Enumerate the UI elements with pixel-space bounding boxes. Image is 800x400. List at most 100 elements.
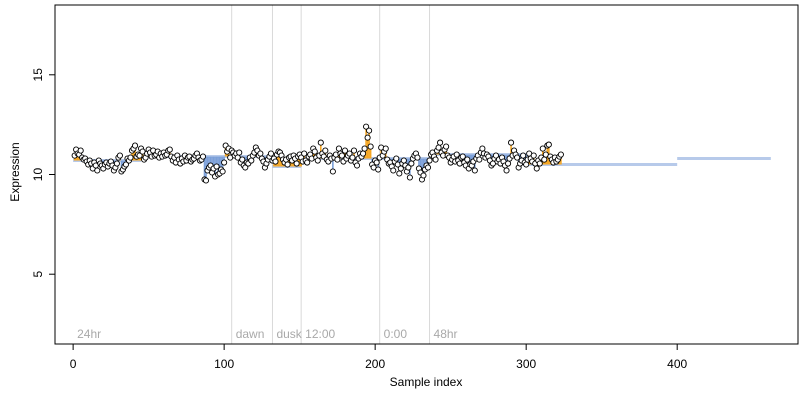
data-point	[272, 158, 279, 165]
data-point	[361, 145, 368, 152]
data-point	[492, 152, 500, 159]
data-point	[400, 157, 407, 164]
data-point	[166, 146, 173, 153]
data-point	[213, 163, 220, 170]
data-point	[373, 159, 380, 166]
data-point	[367, 143, 374, 150]
data-point	[311, 148, 318, 155]
data-point	[239, 156, 246, 163]
data-point	[349, 154, 356, 161]
data-point	[364, 134, 371, 141]
data-point	[508, 139, 515, 146]
data-point	[523, 161, 530, 168]
data-point	[471, 167, 478, 174]
annotation-lines	[231, 5, 431, 344]
data-point	[314, 157, 321, 164]
data-point	[476, 156, 483, 163]
y-tick-label: 10	[31, 168, 45, 182]
data-point	[396, 170, 403, 177]
data-point	[504, 160, 512, 167]
x-tick-label: 300	[516, 357, 536, 371]
data-point	[317, 139, 324, 146]
data-point	[335, 145, 342, 152]
data-point	[301, 150, 308, 157]
data-point	[435, 144, 442, 151]
data-point	[426, 157, 433, 164]
y-tick-label: 5	[31, 271, 45, 278]
annotation-label: 0:00	[384, 327, 408, 341]
data-point	[363, 123, 370, 130]
data-point	[221, 159, 228, 166]
x-axis-label: Sample index	[390, 375, 463, 389]
data-point	[453, 151, 460, 158]
x-tick-label: 200	[365, 357, 385, 371]
data-point	[375, 166, 382, 173]
data-point	[541, 156, 548, 163]
data-point	[479, 145, 486, 152]
x-tick-label: 400	[667, 357, 687, 371]
data-point	[284, 161, 291, 168]
data-point	[459, 153, 466, 160]
data-point	[503, 167, 510, 174]
data-point	[530, 152, 537, 159]
data-point	[539, 145, 546, 152]
data-point	[267, 150, 275, 157]
data-point	[346, 150, 353, 157]
data-point	[304, 159, 311, 166]
data-point	[408, 160, 415, 167]
data-point	[420, 172, 427, 179]
data-point	[406, 174, 413, 181]
data-point	[353, 162, 361, 169]
y-axis: 5 10 15	[31, 68, 56, 278]
data-point	[424, 164, 432, 171]
data-point	[443, 143, 450, 150]
plot-frame	[54, 4, 799, 345]
data-point	[322, 147, 329, 154]
data-point	[202, 177, 210, 184]
data-point	[293, 160, 300, 167]
data-point	[122, 161, 130, 168]
data-point	[390, 167, 397, 174]
data-point	[116, 152, 123, 159]
data-point	[366, 127, 373, 134]
data-point	[360, 150, 367, 157]
data-point	[557, 151, 564, 158]
x-tick-label: 0	[70, 357, 77, 371]
y-axis-label: Expression	[8, 142, 22, 201]
data-point	[341, 147, 349, 154]
data-points	[71, 123, 564, 184]
annotation-label: 24hr	[77, 327, 101, 341]
data-point	[414, 154, 421, 161]
data-point	[514, 154, 521, 161]
data-point	[520, 152, 527, 159]
annotation-label: dawn	[236, 327, 265, 341]
data-point	[136, 152, 143, 159]
annotation-label: 48hr	[434, 327, 458, 341]
data-point	[350, 147, 358, 154]
data-point	[382, 145, 389, 152]
data-point	[248, 157, 255, 164]
data-point	[393, 155, 400, 162]
data-point	[464, 156, 471, 163]
data-point	[432, 156, 439, 163]
y-tick-label: 15	[31, 68, 45, 82]
annotation-label: dusk	[276, 327, 302, 341]
x-axis: 0 100 200 300 400	[70, 343, 688, 371]
data-point	[338, 152, 345, 159]
x-tick-label: 100	[214, 357, 234, 371]
data-point	[77, 147, 84, 154]
data-point	[219, 168, 226, 175]
data-point	[405, 164, 412, 171]
data-point	[236, 149, 243, 156]
annotation-labels: 24hr dawn dusk 12:00 0:00 48hr	[77, 327, 457, 341]
data-point	[131, 142, 139, 149]
data-point	[257, 150, 264, 157]
data-point	[437, 139, 444, 146]
data-point	[113, 160, 120, 167]
data-point	[127, 154, 134, 161]
data-point	[536, 160, 543, 167]
data-point	[545, 141, 552, 148]
data-point	[334, 156, 341, 163]
data-point	[94, 167, 101, 174]
